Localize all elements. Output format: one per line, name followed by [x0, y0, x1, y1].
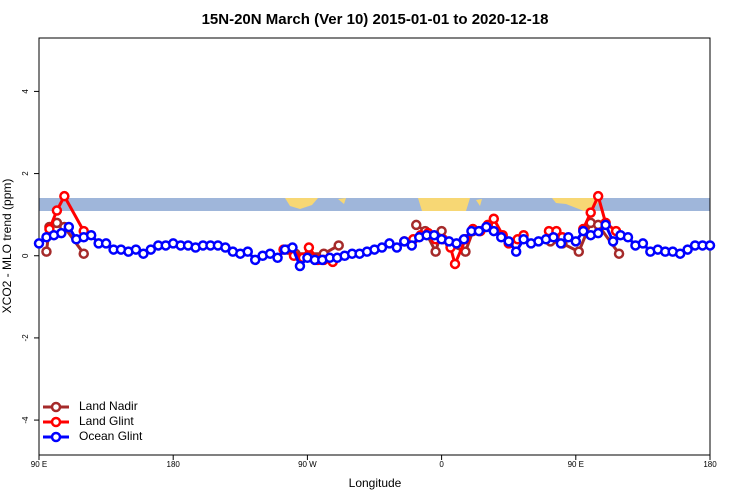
point	[242, 246, 254, 257]
point	[704, 240, 716, 251]
point	[613, 248, 625, 259]
y-tick-label: 4	[21, 89, 30, 94]
point	[674, 248, 686, 259]
point	[59, 190, 70, 202]
y-tick-label: -2	[21, 334, 30, 342]
point	[303, 242, 315, 253]
x-tick-label: 90 W	[298, 460, 317, 469]
legend-label: Ocean Glint	[79, 429, 143, 443]
point	[518, 234, 529, 245]
y-tick-label: -4	[21, 416, 30, 424]
point	[548, 232, 559, 243]
legend-marker	[50, 401, 62, 413]
point	[503, 236, 514, 247]
point	[578, 225, 589, 237]
legend-marker	[50, 416, 62, 428]
point	[428, 229, 440, 241]
x-tick-label: 90 E	[568, 460, 584, 469]
point	[585, 207, 596, 218]
x-tick-label: 90 E	[31, 460, 47, 469]
x-tick-label: 180	[703, 460, 717, 469]
point	[85, 229, 97, 241]
point	[449, 258, 461, 270]
y-tick-label: 2	[21, 171, 30, 176]
chart-title: 15N-20N March (Ver 10) 2015-01-01 to 202…	[202, 11, 549, 28]
point	[607, 236, 619, 247]
point	[384, 238, 395, 249]
point	[249, 254, 261, 266]
point	[495, 232, 507, 243]
point	[510, 246, 522, 257]
point	[220, 242, 231, 253]
point	[41, 246, 52, 257]
land-mask	[39, 198, 710, 211]
legend-marker	[50, 431, 62, 443]
point	[33, 238, 45, 249]
point	[130, 244, 142, 255]
point	[430, 246, 441, 257]
point	[573, 246, 585, 257]
legend-label: Land Nadir	[79, 399, 138, 413]
point	[264, 248, 276, 259]
point	[622, 232, 634, 243]
point	[376, 242, 388, 253]
point	[563, 232, 574, 243]
point	[333, 240, 344, 251]
point	[481, 221, 492, 233]
point	[600, 219, 611, 231]
point	[592, 227, 604, 239]
point	[637, 238, 649, 249]
point	[391, 242, 403, 253]
point	[406, 240, 418, 251]
point	[56, 227, 67, 239]
y-axis-label: XCO2 - MLO trend (ppm)	[0, 179, 14, 314]
point	[592, 190, 604, 202]
point	[555, 238, 567, 249]
point	[272, 252, 283, 264]
point	[138, 248, 149, 259]
x-tick-label: 180	[167, 460, 181, 469]
point	[294, 260, 306, 272]
point	[473, 225, 485, 237]
y-tick-label: 0	[21, 253, 30, 258]
point	[399, 236, 410, 247]
point	[78, 248, 89, 259]
point	[100, 238, 112, 249]
point	[145, 244, 157, 255]
point	[411, 219, 422, 231]
point	[51, 205, 63, 216]
point	[287, 242, 298, 253]
point	[570, 236, 582, 247]
legend-label: Land Glint	[79, 414, 134, 428]
point	[63, 221, 75, 233]
point	[682, 244, 693, 255]
point	[488, 213, 500, 225]
x-axis-label: Longitude	[349, 476, 402, 490]
point	[451, 238, 462, 249]
x-tick-label: 0	[439, 460, 444, 469]
point	[458, 234, 470, 245]
point	[488, 225, 500, 237]
